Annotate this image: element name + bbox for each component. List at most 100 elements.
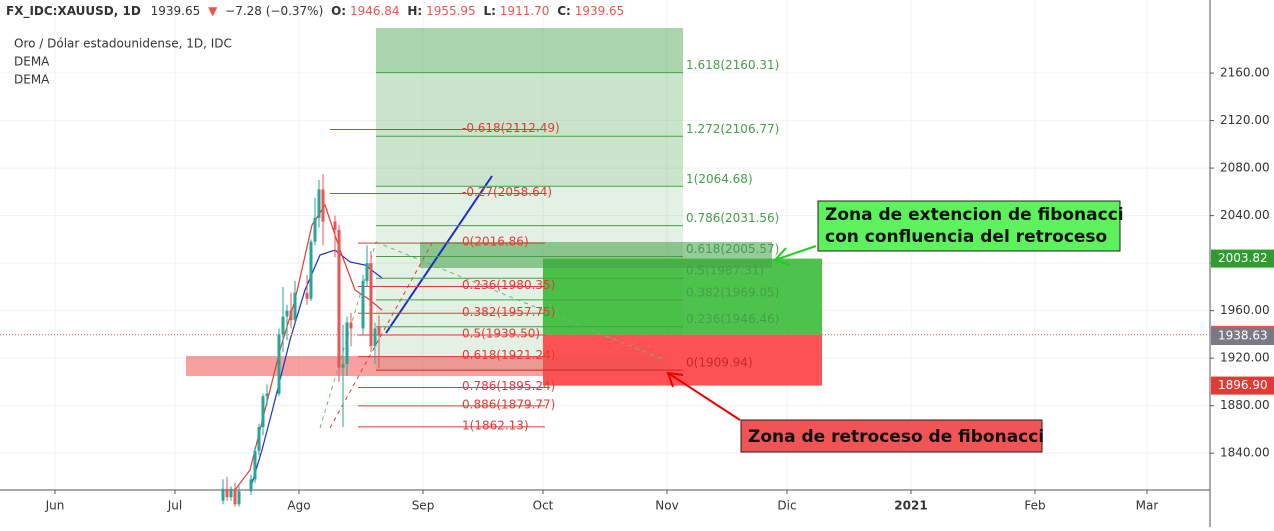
y-tick-label: 2160.00	[1220, 66, 1270, 80]
legend-item: DEMA	[14, 55, 50, 69]
price-label: 1896.90	[1218, 378, 1268, 392]
candle-body	[373, 328, 377, 347]
candle-body	[261, 396, 265, 428]
annotation: Zona de retroceso de fibonacci	[748, 427, 1044, 447]
extension-label: 0.786(2031.56)	[686, 211, 779, 225]
header: FX_IDC:XAUUSD, 1D 1939.65 ▼ −7.28 (−0.37…	[6, 4, 624, 19]
annotation-box	[817, 200, 1121, 252]
candle-body	[341, 364, 345, 368]
fib-guide	[329, 242, 433, 429]
x-tick-label: Mar	[1136, 499, 1159, 513]
retracement-label: 0.886(1879.77)	[462, 397, 555, 411]
high-label: H:	[407, 4, 422, 18]
x-tick-label: Jun	[45, 499, 65, 513]
candle-body	[229, 488, 233, 498]
candle-body	[377, 326, 381, 335]
retracement-label: -0.618(2112.49)	[462, 121, 560, 135]
y-tick-label: 1840.00	[1220, 446, 1270, 460]
extension-label: 0(1909.94)	[686, 356, 753, 370]
arrow-head	[666, 371, 684, 388]
confluence-highlight	[420, 242, 772, 268]
trend-line	[385, 175, 493, 334]
candle-body	[337, 229, 341, 368]
retracement-label: 0.618(1921.24)	[462, 348, 555, 362]
candle-body	[253, 450, 257, 480]
candle-body	[313, 217, 317, 242]
retracement-label: 0.786(1895.24)	[462, 379, 555, 393]
legend-item: DEMA	[14, 73, 50, 87]
extension-label: 1.272(2106.77)	[686, 122, 779, 136]
x-tick-label: Oct	[533, 499, 554, 513]
last-price: 1939.65	[151, 4, 201, 18]
retracement-label: 0.5(1939.50)	[462, 326, 540, 340]
arrow	[667, 372, 741, 421]
retracement-label: 0(2016.86)	[462, 235, 529, 249]
candle-body	[349, 322, 353, 329]
change-arrow: ▼	[208, 4, 218, 18]
low: 1911.70	[500, 4, 550, 18]
retracement-highlight	[186, 356, 665, 376]
candle-body	[345, 322, 349, 365]
price-label: 2003.82	[1218, 251, 1268, 265]
open-label: O:	[331, 4, 346, 18]
extension-label: 1.618(2160.31)	[686, 58, 779, 72]
candle-body	[321, 189, 325, 222]
extension-zone	[376, 28, 683, 73]
candle-body	[369, 263, 373, 347]
x-tick-label: Nov	[655, 499, 678, 513]
y-tick-label: 2040.00	[1220, 208, 1270, 222]
candle-body	[305, 292, 309, 299]
candle-body	[309, 241, 313, 299]
price-label: 1938.63	[1218, 329, 1268, 343]
extension-label: 0.618(2005.57)	[686, 242, 779, 256]
target-zone	[543, 258, 822, 335]
retracement-label: 1(1862.13)	[462, 418, 529, 432]
candle-body	[365, 263, 369, 281]
change: −7.28 (−0.37%)	[225, 4, 323, 18]
candle-body	[257, 427, 261, 451]
candle-body	[289, 310, 293, 321]
extension-label: 0.236(1946.46)	[686, 312, 779, 326]
y-tick-label: 2120.00	[1220, 113, 1270, 127]
extension-label: 0.5(1987.31)	[686, 264, 764, 278]
x-tick-label: 2021	[894, 499, 927, 513]
retracement-label: 0.382(1957.75)	[462, 305, 555, 319]
candle-body	[233, 488, 237, 505]
high: 1955.95	[426, 4, 476, 18]
x-tick-label: Sep	[412, 499, 435, 513]
extension-label: 1(2064.68)	[686, 172, 753, 186]
arrow	[774, 245, 817, 261]
y-tick-label: 1880.00	[1220, 398, 1270, 412]
symbol: FX_IDC:XAUUSD, 1D	[6, 4, 141, 19]
open: 1946.84	[350, 4, 400, 18]
retracement-label: 0.236(1980.35)	[462, 278, 555, 292]
x-tick-label: Jul	[167, 499, 182, 513]
low-label: L:	[484, 4, 496, 18]
candle-body	[361, 280, 365, 329]
candle-body	[285, 310, 289, 317]
arrow-head	[773, 247, 791, 266]
candle-body	[249, 479, 253, 492]
candle-body	[277, 334, 281, 394]
candle-body	[293, 292, 297, 321]
close-label: C:	[557, 4, 571, 18]
y-tick-label: 1920.00	[1220, 351, 1270, 365]
candle-body	[221, 488, 225, 501]
price-label-bg	[1211, 249, 1274, 268]
candle-body	[333, 221, 337, 230]
annotation-box	[740, 419, 1043, 453]
x-tick-label: Ago	[287, 499, 310, 513]
close: 1939.65	[575, 4, 625, 18]
y-tick-label: 2080.00	[1220, 161, 1270, 175]
candle-body	[317, 189, 321, 218]
extension-label: 0.382(1969.05)	[686, 285, 779, 299]
candle-body	[237, 491, 241, 505]
x-tick-label: Feb	[1024, 499, 1045, 513]
annotation: con confluencia del retroceso	[825, 227, 1107, 247]
candle-body	[281, 316, 285, 335]
price-label-bg	[1211, 376, 1274, 395]
price-label-bg	[1211, 327, 1274, 346]
x-tick-label: Dic	[777, 499, 796, 513]
legend-title: Oro / Dólar estadounidense, 1D, IDC	[14, 37, 232, 51]
